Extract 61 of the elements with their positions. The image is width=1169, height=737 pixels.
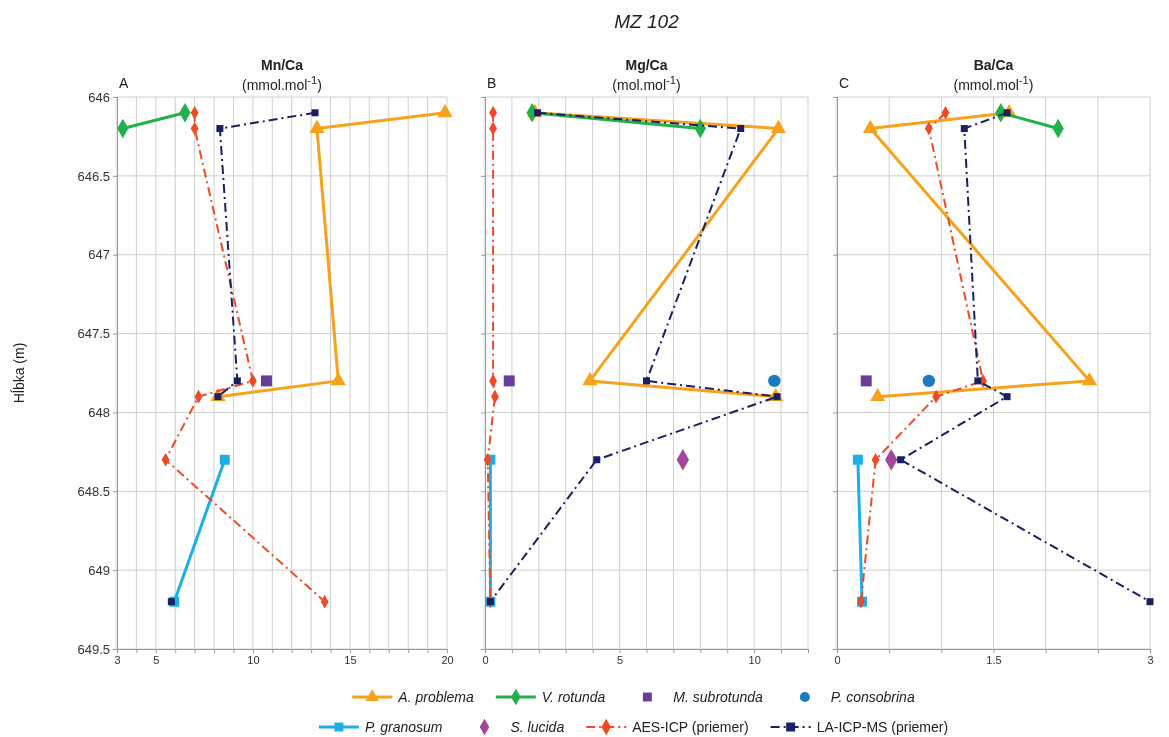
y-axis-title: Hĺbka (m) — [10, 342, 27, 404]
x-tick-label: 15 — [344, 653, 357, 666]
y-tick-label: 646 — [88, 89, 110, 105]
x-tick-label: 0 — [482, 653, 489, 666]
point — [974, 377, 982, 385]
point — [330, 372, 346, 386]
legend-label: AES-ICP (priemer) — [632, 719, 749, 735]
legend-label: M. subrotunda — [673, 689, 764, 705]
point — [311, 109, 319, 117]
point — [768, 374, 781, 388]
legend-label: P. consobrina — [830, 689, 915, 705]
x-axis-title: (mmol.mol$^{-1}$) — [242, 74, 322, 93]
text: C — [839, 75, 850, 91]
point — [922, 374, 936, 388]
legend-label: S. lucida — [510, 719, 565, 735]
x-tick-label: 0 — [834, 653, 841, 666]
point — [503, 375, 515, 387]
chart-title: Mg/Ca — [625, 57, 668, 73]
point — [1003, 393, 1011, 401]
point — [860, 375, 872, 387]
x-tick-label: 10 — [247, 653, 260, 666]
point — [167, 598, 175, 606]
point — [1146, 598, 1154, 606]
y-tick-label: 647.5 — [77, 326, 110, 342]
x-tick-label: 10 — [748, 653, 761, 666]
text: B — [487, 75, 497, 91]
x-tick-label: 3 — [1147, 653, 1154, 666]
point — [852, 454, 863, 465]
y-tick-label: 649 — [88, 562, 110, 578]
point — [897, 456, 905, 464]
x-tick-label: 20 — [441, 653, 454, 666]
x-tick-label: 5 — [153, 653, 160, 666]
legend-label: A. problema — [397, 689, 475, 705]
y-tick-label: 649.5 — [77, 641, 110, 657]
point — [216, 125, 224, 133]
x-axis-title: (mmol.mol$^{-1}$) — [953, 74, 1034, 93]
text: A — [119, 75, 129, 91]
point — [960, 125, 968, 133]
x-axis-title: (mol.mol$^{-1}$) — [612, 74, 681, 93]
x-tick-label: 3 — [114, 653, 121, 666]
legend-label: P. granosum — [364, 719, 443, 735]
point — [593, 456, 601, 464]
point — [1081, 372, 1098, 386]
legend-label: LA-ICP-MS (priemer) — [816, 719, 949, 735]
point — [437, 104, 453, 118]
point — [737, 125, 745, 133]
text: MZ 102 — [614, 11, 680, 32]
y-tick-label: 648.5 — [77, 483, 110, 499]
point — [260, 375, 272, 387]
legend-label: V. rotunda — [541, 689, 606, 705]
x-tick-label: 5 — [617, 653, 624, 666]
y-tick-label: 648 — [88, 405, 110, 421]
x-tick-label: 1.5 — [986, 653, 1002, 666]
point — [233, 377, 241, 385]
y-tick-label: 646.5 — [77, 168, 110, 184]
point — [219, 454, 230, 465]
chart-title: Mn/Ca — [261, 57, 304, 73]
chart-title: Ba/Ca — [973, 57, 1014, 73]
point — [643, 377, 650, 385]
y-tick-label: 647 — [88, 247, 110, 263]
point — [582, 372, 598, 386]
